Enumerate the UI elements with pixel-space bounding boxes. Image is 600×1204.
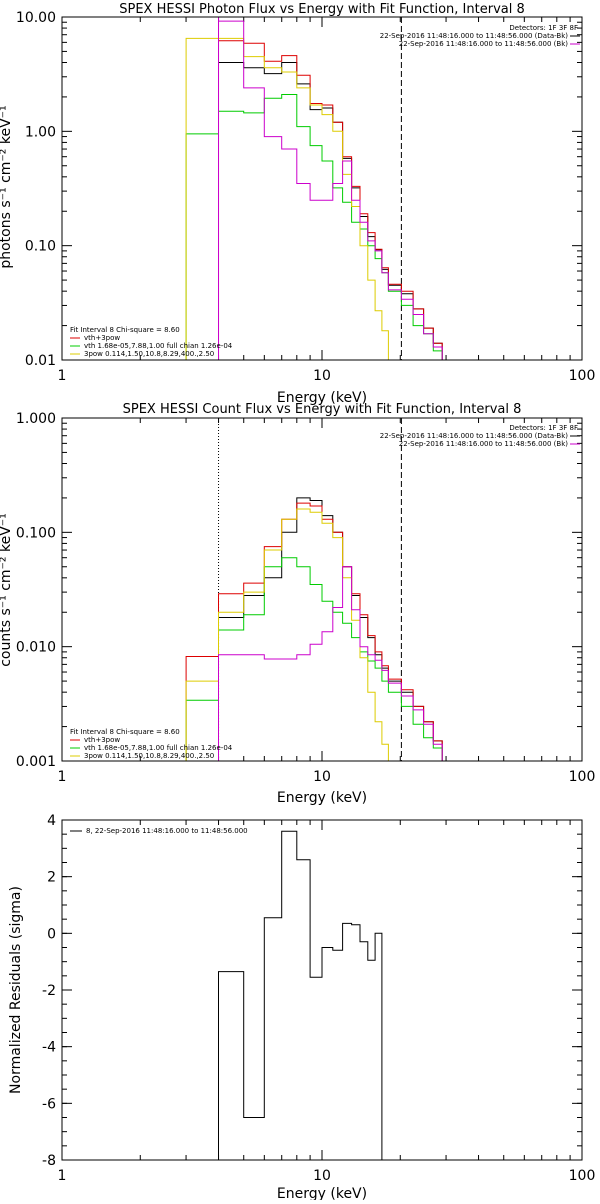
photon-series — [185, 20, 443, 360]
residuals-panel: Energy (keV) Normalized Residuals (sigma… — [8, 813, 595, 1202]
series-step-line-2 — [185, 557, 443, 761]
resid-series — [218, 830, 383, 1160]
series-step-line-1 — [185, 502, 443, 761]
y-tick-label: -8 — [42, 1153, 56, 1169]
y-tick-label: 4 — [47, 813, 56, 829]
x-tick-label: 1 — [58, 769, 67, 785]
y-tick-label: 1.00 — [25, 124, 56, 140]
series-step-line-4 — [218, 566, 443, 761]
photon-info-bk: 22-Sep-2016 11:48:16.000 to 11:48:56.000… — [399, 40, 569, 48]
y-tick-label: -2 — [42, 983, 56, 999]
count-info-data-bk: 22-Sep-2016 11:48:16.000 to 11:48:56.000… — [380, 432, 569, 440]
count-flux-panel: SPEX HESSI Count Flux vs Energy with Fit… — [0, 402, 595, 806]
x-tick-label: 100 — [569, 1168, 596, 1184]
series-step-line-3 — [185, 37, 389, 360]
count-fit-chi: Fit Interval 8 Chi-square = 8.60 — [70, 728, 180, 736]
count-vlines — [218, 418, 402, 761]
photon-panel-title: SPEX HESSI Photon Flux vs Energy with Fi… — [119, 2, 525, 17]
count-info-box: Detectors: 1F 3F 8F 22-Sep-2016 11:48:16… — [380, 424, 580, 448]
x-tick-label: 1 — [58, 368, 67, 384]
y-tick-label: 2 — [47, 870, 56, 886]
count-fit-vth: vth 1.68e-05,7.88,1.00 full chian 1.26e-… — [84, 744, 233, 752]
series-step-line-0 — [218, 830, 383, 1160]
x-tick-label: 100 — [569, 368, 596, 384]
x-tick-label: 10 — [313, 1168, 331, 1184]
count-fit-model: vth+3pow — [84, 736, 120, 744]
y-tick-label: 0.001 — [16, 754, 56, 770]
photon-fit-chi: Fit Interval 8 Chi-square = 8.60 — [70, 326, 180, 334]
series-step-line-2 — [185, 94, 443, 360]
resid-x-axis-label: Energy (keV) — [277, 1186, 367, 1200]
count-info-detectors: Detectors: 1F 3F 8F — [509, 424, 578, 432]
resid-ticks: 1 10 100 -8 -6 -4 -2 0 2 4 — [42, 813, 595, 1184]
y-tick-label: 1.000 — [16, 411, 56, 427]
x-tick-label: 100 — [569, 769, 596, 785]
y-tick-label: 10.00 — [16, 10, 56, 26]
y-tick-label: 0.10 — [25, 239, 56, 255]
count-fit-legend: Fit Interval 8 Chi-square = 8.60 vth+3po… — [70, 728, 233, 760]
photon-x-axis-label: Energy (keV) — [277, 390, 367, 406]
photon-info-data-bk: 22-Sep-2016 11:48:16.000 to 11:48:56.000… — [380, 32, 569, 40]
count-x-axis-label: Energy (keV) — [277, 790, 367, 806]
count-panel-title: SPEX HESSI Count Flux vs Energy with Fit… — [123, 402, 522, 417]
x-tick-label: 10 — [313, 368, 331, 384]
photon-fit-model: vth+3pow — [84, 334, 120, 342]
photon-fit-3pow: 3pow 0.114,1.50,10.8,8.29,400.,2.50 — [84, 350, 214, 358]
x-tick-label: 10 — [313, 769, 331, 785]
resid-legend-text: 8, 22-Sep-2016 11:48:16.000 to 11:48:56.… — [86, 827, 248, 835]
count-ticks: 1 10 100 0.001 0.010 0.100 1.000 — [16, 411, 595, 785]
y-tick-label: 0.100 — [16, 525, 56, 541]
photon-fit-legend: Fit Interval 8 Chi-square = 8.60 vth+3po… — [70, 326, 233, 358]
series-step-line-0 — [218, 497, 443, 761]
photon-y-axis-label: photons s⁻¹ cm⁻² keV⁻¹ — [0, 105, 14, 268]
x-tick-label: 1 — [58, 1168, 67, 1184]
photon-info-detectors: Detectors: 1F 3F 8F — [509, 24, 578, 32]
resid-plot-frame — [61, 819, 583, 1161]
count-plot-frame — [61, 417, 583, 762]
y-tick-label: 0.01 — [25, 353, 56, 369]
y-tick-label: -6 — [42, 1096, 56, 1112]
count-fit-3pow: 3pow 0.114,1.50,10.8,8.29,400.,2.50 — [84, 752, 214, 760]
count-y-axis-label: counts s⁻¹ cm⁻² keV⁻¹ — [0, 513, 14, 667]
photon-plot-frame — [61, 16, 583, 361]
series-step-line-3 — [185, 508, 389, 761]
series-step-line-0 — [218, 62, 443, 360]
resid-y-axis-label: Normalized Residuals (sigma) — [8, 886, 24, 1094]
photon-flux-panel: SPEX HESSI Photon Flux vs Energy with Fi… — [0, 2, 595, 406]
y-tick-label: 0 — [47, 926, 56, 942]
count-info-bk: 22-Sep-2016 11:48:16.000 to 11:48:56.000… — [399, 440, 569, 448]
photon-info-box: Detectors: 1F 3F 8F 22-Sep-2016 11:48:16… — [380, 24, 580, 48]
count-series — [185, 497, 443, 761]
photon-fit-vth: vth 1.68e-05,7.88,1.00 full chian 1.26e-… — [84, 342, 233, 350]
photon-ticks: 1 10 100 0.01 0.10 1.00 10.00 — [16, 10, 595, 384]
y-tick-label: 0.010 — [16, 640, 56, 656]
resid-legend: 8, 22-Sep-2016 11:48:16.000 to 11:48:56.… — [70, 827, 248, 835]
y-tick-label: -4 — [42, 1040, 56, 1056]
series-step-line-4 — [218, 20, 443, 360]
